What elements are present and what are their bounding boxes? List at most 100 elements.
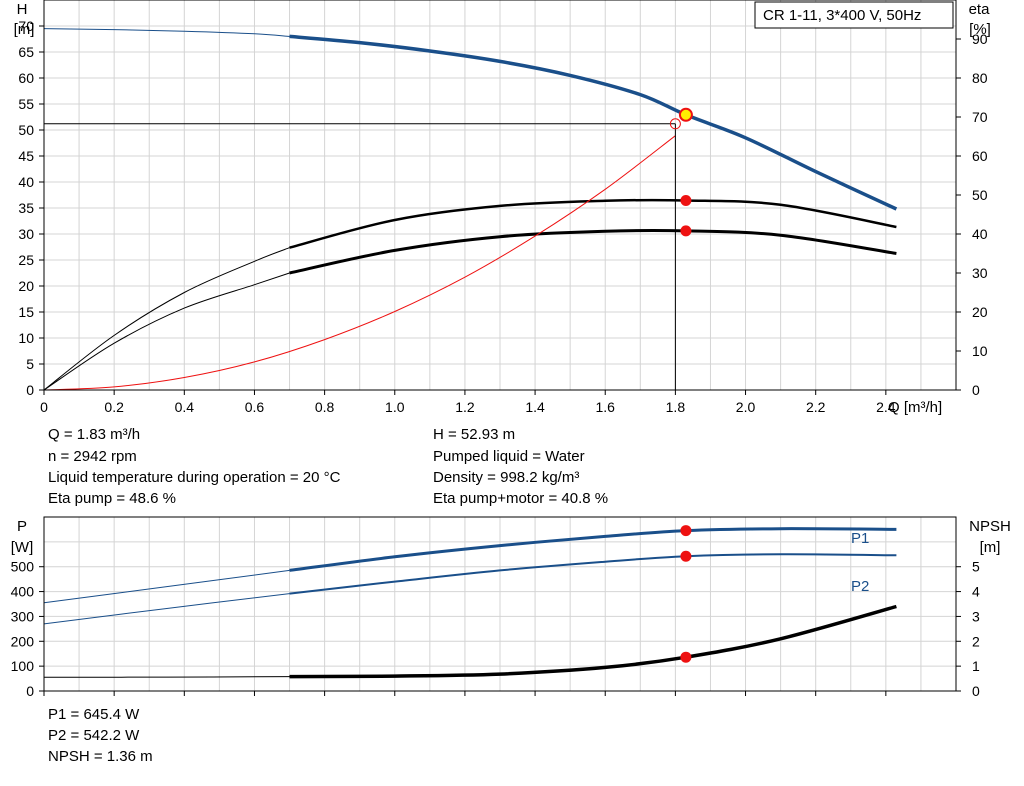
- npsh-tick-label: 5: [972, 559, 980, 575]
- flow-axis-label: Q [m³/h]: [888, 399, 942, 416]
- info-bottom: P1 = 645.4 W P2 = 542.2 W NPSH = 1.36 m: [48, 706, 153, 765]
- power-tick-label: 400: [11, 584, 35, 600]
- eta-total-marker: [680, 225, 692, 237]
- eta-tick-label: 30: [972, 265, 988, 281]
- info-top-right: H = 52.93 m Pumped liquid = Water Densit…: [433, 426, 608, 507]
- eta-axis-unit: [%]: [969, 21, 991, 38]
- head-tick-label: 50: [18, 122, 34, 138]
- chart-title: CR 1-11, 3*400 V, 50Hz: [763, 7, 921, 24]
- head-tick-label: 20: [18, 278, 34, 294]
- x-tick-label: 0: [40, 399, 48, 415]
- info-npsh: NPSH = 1.36 m: [48, 748, 153, 765]
- npsh-tick-label: 3: [972, 608, 980, 624]
- head-curve-extrapolated: [43, 28, 290, 37]
- info-speed: n = 2942 rpm: [48, 448, 137, 465]
- head-tick-label: 25: [18, 252, 34, 268]
- eta-axis-label: eta: [969, 1, 991, 18]
- eta-tick-label: 60: [972, 148, 988, 164]
- head-tick-label: 45: [18, 148, 34, 164]
- power-tick-label: 300: [11, 608, 35, 624]
- eta-tick-label: 90: [972, 31, 988, 47]
- duty-point-marker: [678, 107, 693, 122]
- top-chart-curves: [43, 28, 898, 391]
- npsh-curve-extrapolated: [43, 676, 290, 678]
- eta-total-curve: [289, 228, 897, 275]
- system-curve-endpoint: [669, 118, 681, 130]
- npsh-curve: [289, 604, 897, 679]
- eta-tick-label: 80: [972, 70, 988, 86]
- info-pumped-liquid: Pumped liquid = Water: [433, 448, 585, 465]
- head-tick-label: 10: [18, 330, 34, 346]
- info-top-left: Q = 1.83 m³/h n = 2942 rpm Liquid temper…: [48, 426, 341, 507]
- x-tick-label: 1.8: [666, 399, 686, 415]
- head-axis-unit: [m]: [14, 21, 35, 38]
- info-liquid-temperature: Liquid temperature during operation = 20…: [48, 469, 341, 486]
- head-tick-label: 0: [26, 382, 34, 398]
- power-tick-label: 0: [26, 683, 34, 699]
- info-density: Density = 998.2 kg/m³: [433, 469, 579, 486]
- eta-tick-label: 40: [972, 226, 988, 242]
- head-curve: [289, 34, 898, 211]
- top-chart-markers: [44, 107, 693, 390]
- eta-tick-label: 0: [972, 382, 980, 398]
- eta-pump-curve-extrapolated: [43, 247, 290, 391]
- p1-marker: [680, 525, 692, 537]
- info-p2: P2 = 542.2 W: [48, 727, 140, 744]
- system-curve: [43, 135, 676, 391]
- p2-series-label: P2: [851, 578, 869, 595]
- head-tick-label: 65: [18, 44, 34, 60]
- head-tick-label: 55: [18, 96, 34, 112]
- eta-pump-marker: [680, 194, 692, 206]
- eta-tick-label: 10: [972, 343, 988, 359]
- power-axis-label: P: [17, 518, 27, 535]
- info-eta-pump-motor: Eta pump+motor = 40.8 %: [433, 490, 608, 507]
- top-chart-ticks: 0 0.2 0.4 0.6 0.8 1.0 1.2 1.4 1.6 1.8 2.0 2.2 2.4 0 5 1…: [18, 18, 987, 415]
- head-tick-label: 35: [18, 200, 34, 216]
- npsh-tick-label: 1: [972, 658, 980, 674]
- npsh-tick-label: 0: [972, 683, 980, 699]
- x-tick-label: 2.4: [876, 399, 896, 415]
- bottom-chart-ticks: 0 100 200 300 400 500 0 1 2 3 4 5: [11, 559, 980, 699]
- info-head: H = 52.93 m: [433, 426, 515, 443]
- npsh-axis-unit: [m]: [980, 539, 1001, 556]
- npsh-marker: [680, 651, 692, 663]
- x-tick-label: 2.2: [806, 399, 826, 415]
- p2-curve: [289, 553, 897, 595]
- npsh-tick-label: 2: [972, 633, 980, 649]
- info-p1: P1 = 645.4 W: [48, 706, 140, 723]
- bottom-chart-grid: [44, 517, 956, 691]
- x-tick-label: 1.2: [455, 399, 475, 415]
- p2-curve-extrapolated: [43, 593, 290, 625]
- npsh-axis-label: NPSH: [969, 518, 1011, 535]
- info-flow: Q = 1.83 m³/h: [48, 426, 140, 443]
- p1-curve-extrapolated: [43, 569, 290, 604]
- top-chart-grid: [44, 0, 956, 390]
- p2-marker: [680, 550, 692, 562]
- head-tick-label: 5: [26, 356, 34, 372]
- eta-tick-label: 50: [972, 187, 988, 203]
- head-tick-label: 70: [18, 18, 34, 34]
- x-tick-label: 0.2: [104, 399, 124, 415]
- power-tick-label: 100: [11, 658, 35, 674]
- eta-tick-label: 70: [972, 109, 988, 125]
- head-tick-label: 60: [18, 70, 34, 86]
- info-eta-pump: Eta pump = 48.6 %: [48, 490, 176, 507]
- title-box: [754, 1, 954, 29]
- npsh-tick-label: 4: [972, 584, 980, 600]
- bottom-chart-markers: [680, 525, 692, 663]
- x-tick-label: 1.6: [595, 399, 615, 415]
- power-tick-label: 200: [11, 633, 35, 649]
- head-axis-label: H: [17, 1, 28, 18]
- head-tick-label: 15: [18, 304, 34, 320]
- x-tick-label: 1.4: [525, 399, 545, 415]
- eta-total-curve-extrapolated: [43, 272, 290, 391]
- x-tick-label: 0.8: [315, 399, 335, 415]
- eta-pump-curve: [289, 198, 897, 249]
- bottom-chart-curves: [43, 527, 897, 679]
- x-tick-label: 2.0: [736, 399, 756, 415]
- bottom-chart-frame: [43, 516, 957, 692]
- x-tick-label: 0.6: [245, 399, 265, 415]
- eta-tick-label: 20: [972, 304, 988, 320]
